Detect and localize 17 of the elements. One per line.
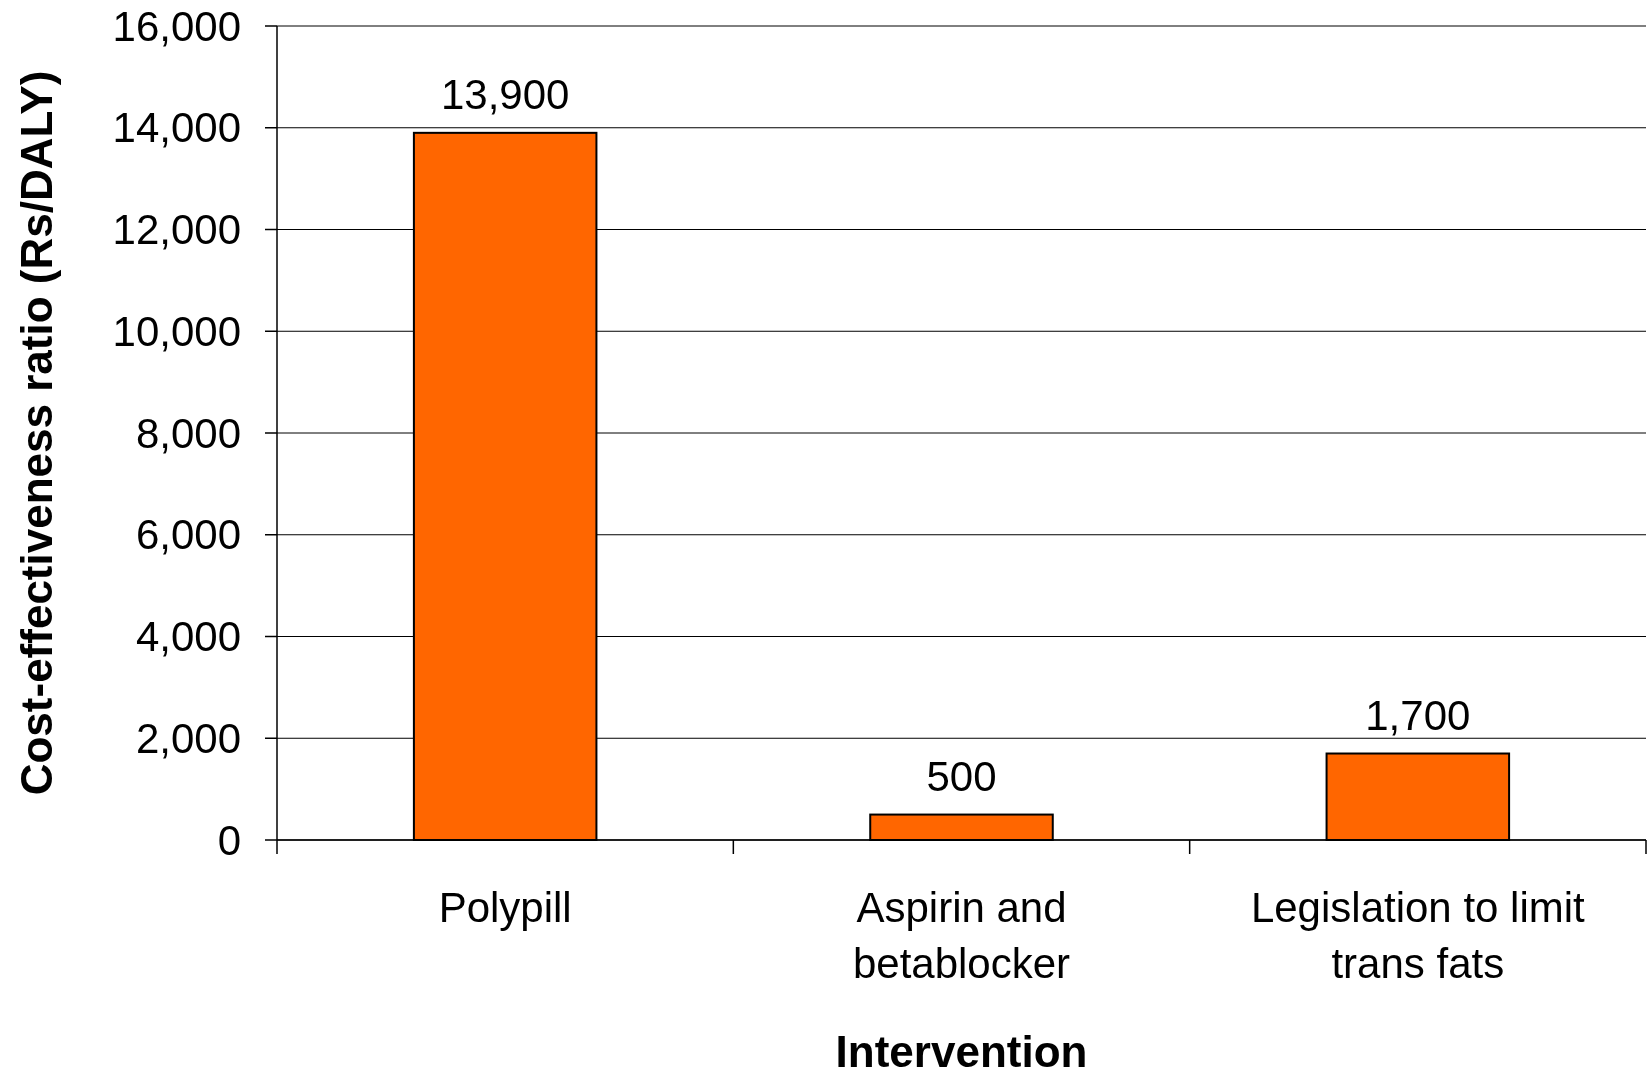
- x-tick-label: Polypill: [438, 884, 572, 931]
- data-label: 13,900: [440, 70, 570, 118]
- x-tick-label: Legislation to limit trans fats: [1250, 884, 1586, 987]
- y-tick-label: 16,000: [112, 2, 241, 50]
- y-tick-label: 4,000: [135, 613, 241, 661]
- x-axis-title: Intervention: [835, 1027, 1088, 1073]
- data-label: 500: [926, 752, 997, 800]
- y-tick-label: 6,000: [135, 511, 241, 559]
- x-tick-label: Aspirin and betablocker: [852, 884, 1071, 987]
- y-tick-label: 10,000: [112, 307, 241, 355]
- y-tick-label: 2,000: [135, 714, 241, 762]
- y-tick-label: 12,000: [112, 206, 241, 254]
- data-label: 1,700: [1365, 691, 1471, 739]
- y-tick-label: 14,000: [112, 104, 241, 152]
- y-tick-label: 0: [217, 816, 241, 864]
- y-tick-label: 8,000: [135, 409, 241, 457]
- y-axis-title: Cost-effectiveness ratio (Rs/DALY): [12, 70, 61, 796]
